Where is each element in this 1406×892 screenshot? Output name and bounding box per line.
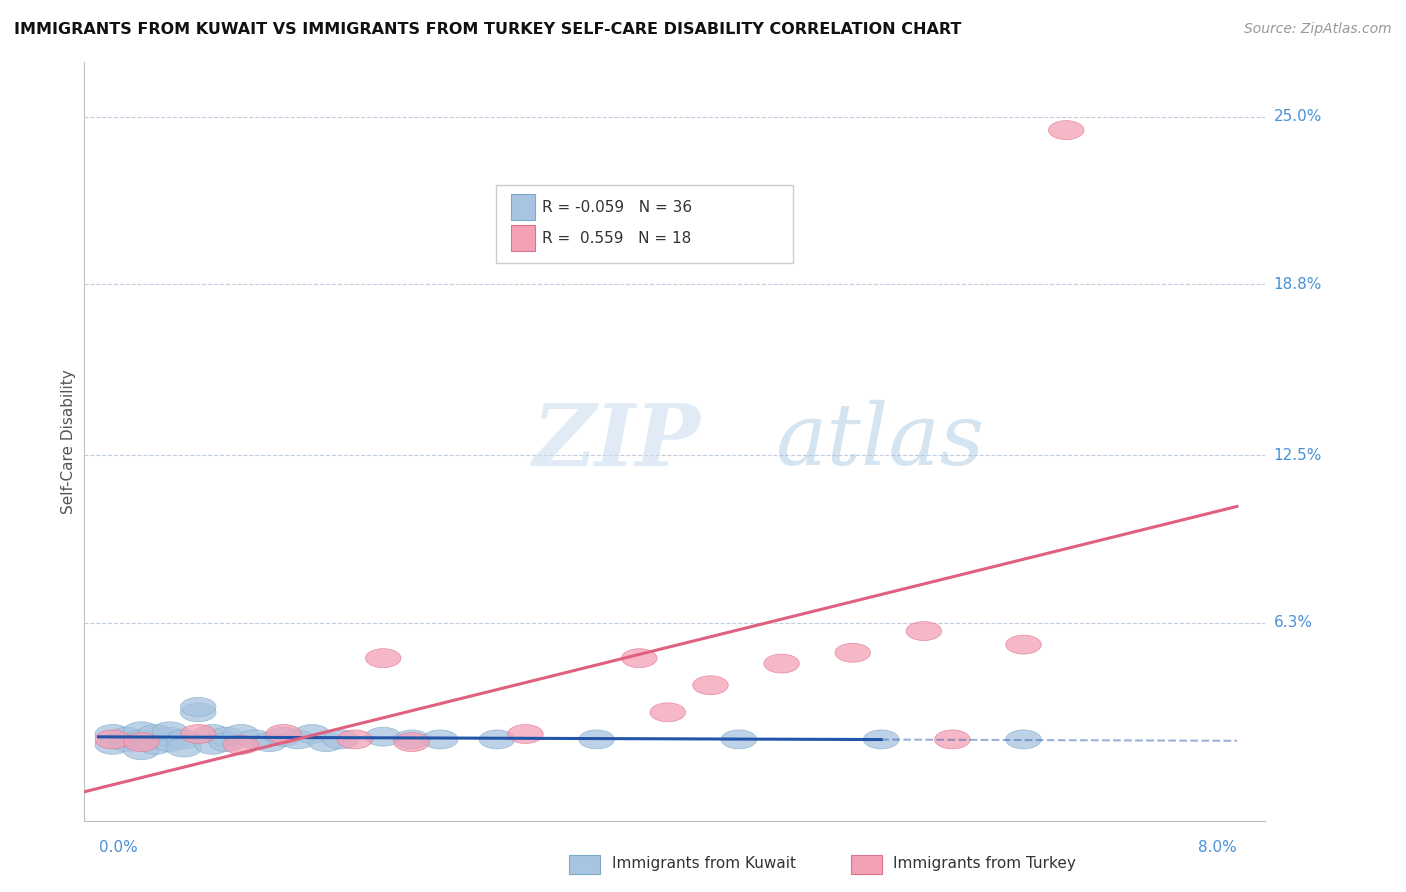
Ellipse shape	[323, 730, 359, 749]
Ellipse shape	[124, 740, 159, 760]
Text: 12.5%: 12.5%	[1274, 448, 1322, 463]
Ellipse shape	[294, 724, 330, 743]
Text: IMMIGRANTS FROM KUWAIT VS IMMIGRANTS FROM TURKEY SELF-CARE DISABILITY CORRELATIO: IMMIGRANTS FROM KUWAIT VS IMMIGRANTS FRO…	[14, 22, 962, 37]
Ellipse shape	[1005, 730, 1042, 749]
Ellipse shape	[266, 727, 301, 747]
Ellipse shape	[422, 730, 458, 749]
Ellipse shape	[763, 654, 800, 673]
Ellipse shape	[96, 730, 131, 749]
Ellipse shape	[394, 732, 429, 752]
Ellipse shape	[621, 648, 657, 667]
Ellipse shape	[166, 730, 201, 749]
Text: 25.0%: 25.0%	[1274, 109, 1322, 124]
Ellipse shape	[96, 724, 131, 743]
Ellipse shape	[224, 735, 259, 755]
Ellipse shape	[508, 724, 543, 743]
Ellipse shape	[152, 722, 187, 740]
Ellipse shape	[124, 730, 159, 749]
Text: 0.0%: 0.0%	[98, 839, 138, 855]
Ellipse shape	[110, 727, 145, 747]
Text: 18.8%: 18.8%	[1274, 277, 1322, 292]
Ellipse shape	[394, 730, 429, 749]
Ellipse shape	[96, 735, 131, 755]
Y-axis label: Self-Care Disability: Self-Care Disability	[60, 369, 76, 514]
Text: Immigrants from Kuwait: Immigrants from Kuwait	[612, 856, 796, 871]
Text: R =  0.559   N = 18: R = 0.559 N = 18	[541, 231, 692, 245]
Ellipse shape	[479, 730, 515, 749]
Ellipse shape	[166, 738, 201, 757]
Ellipse shape	[138, 724, 173, 743]
Ellipse shape	[935, 730, 970, 749]
Ellipse shape	[138, 735, 173, 755]
Ellipse shape	[366, 648, 401, 667]
Ellipse shape	[180, 698, 217, 716]
Ellipse shape	[152, 727, 187, 747]
Ellipse shape	[209, 727, 245, 747]
Ellipse shape	[693, 676, 728, 695]
Text: 8.0%: 8.0%	[1198, 839, 1237, 855]
Ellipse shape	[835, 643, 870, 662]
Ellipse shape	[1049, 120, 1084, 140]
Ellipse shape	[905, 622, 942, 640]
Ellipse shape	[209, 732, 245, 752]
Text: ZIP: ZIP	[533, 400, 702, 483]
Text: Source: ZipAtlas.com: Source: ZipAtlas.com	[1244, 22, 1392, 37]
Ellipse shape	[252, 732, 287, 752]
Ellipse shape	[266, 724, 301, 743]
Ellipse shape	[579, 730, 614, 749]
Ellipse shape	[194, 735, 231, 755]
Ellipse shape	[308, 732, 344, 752]
Text: atlas: atlas	[775, 401, 984, 483]
Ellipse shape	[721, 730, 756, 749]
Ellipse shape	[366, 727, 401, 747]
Text: R = -0.059   N = 36: R = -0.059 N = 36	[541, 200, 692, 215]
Ellipse shape	[238, 730, 273, 749]
Text: 6.3%: 6.3%	[1274, 615, 1313, 631]
Ellipse shape	[180, 724, 217, 743]
Ellipse shape	[180, 703, 217, 722]
Ellipse shape	[194, 724, 231, 743]
Ellipse shape	[1005, 635, 1042, 654]
Ellipse shape	[152, 732, 187, 752]
Ellipse shape	[124, 722, 159, 740]
Ellipse shape	[224, 724, 259, 743]
Ellipse shape	[124, 732, 159, 752]
Text: Immigrants from Turkey: Immigrants from Turkey	[893, 856, 1076, 871]
Ellipse shape	[280, 730, 315, 749]
Ellipse shape	[863, 730, 898, 749]
Ellipse shape	[337, 730, 373, 749]
Ellipse shape	[650, 703, 686, 722]
Ellipse shape	[110, 732, 145, 752]
